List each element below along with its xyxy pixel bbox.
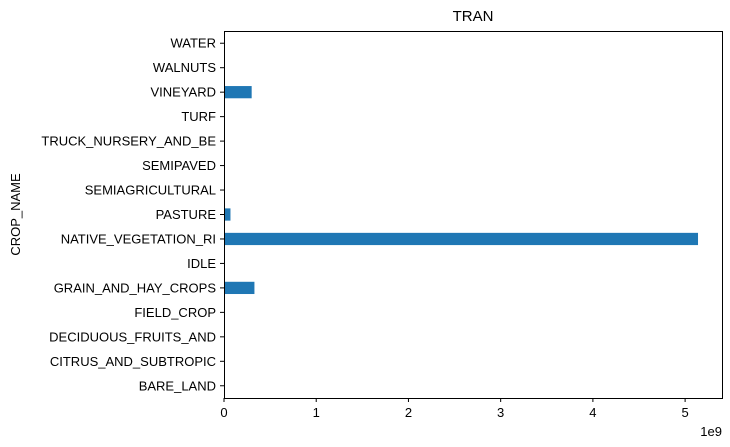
y-tick-label: GRAIN_AND_HAY_CROPS [54, 280, 217, 295]
x-tick-label: 5 [681, 405, 688, 420]
x-tick-label: 3 [497, 405, 504, 420]
y-tick-label: PASTURE [156, 207, 217, 222]
y-tick-label: BARE_LAND [139, 378, 216, 393]
y-tick-label: TRUCK_NURSERY_AND_BE [41, 134, 216, 149]
y-tick-label: WATER [171, 36, 217, 51]
y-tick-label: DECIDUOUS_FRUITS_AND [49, 329, 216, 344]
x-scale-multiplier: 1e9 [700, 424, 722, 439]
y-axis: BARE_LAND CITRUS_AND_SUBTROPIC DECIDUOUS_F… [41, 36, 224, 393]
bar-native-vegetation-ri [224, 232, 699, 246]
y-tick-label: TURF [181, 109, 216, 124]
bar-grain-and-hay-crops [224, 281, 255, 295]
y-tick-label: FIELD_CROP [134, 305, 216, 320]
y-tick-label: IDLE [187, 256, 216, 271]
y-tick-label: CITRUS_AND_SUBTROPIC [50, 354, 216, 369]
x-tick-label: 0 [220, 405, 227, 420]
plot-frame [224, 31, 723, 399]
x-tick-label: 4 [589, 405, 596, 420]
bar-vineyard [224, 86, 252, 99]
x-tick-label: 1 [313, 405, 320, 420]
y-tick-label: NATIVE_VEGETATION_RI [61, 231, 216, 246]
x-tick-label: 2 [405, 405, 412, 420]
y-tick-label: SEMIAGRICULTURAL [85, 183, 216, 198]
bars-group [224, 86, 699, 295]
y-axis-label: CROP_NAME [8, 173, 23, 256]
x-axis: 0 1 2 3 4 5 [220, 398, 689, 420]
chart-title: TRAN [453, 8, 494, 25]
y-tick-label: VINEYARD [151, 85, 217, 100]
y-tick-label: WALNUTS [153, 60, 216, 75]
bar-pasture [224, 208, 231, 221]
y-tick-label: SEMIPAVED [142, 158, 216, 173]
